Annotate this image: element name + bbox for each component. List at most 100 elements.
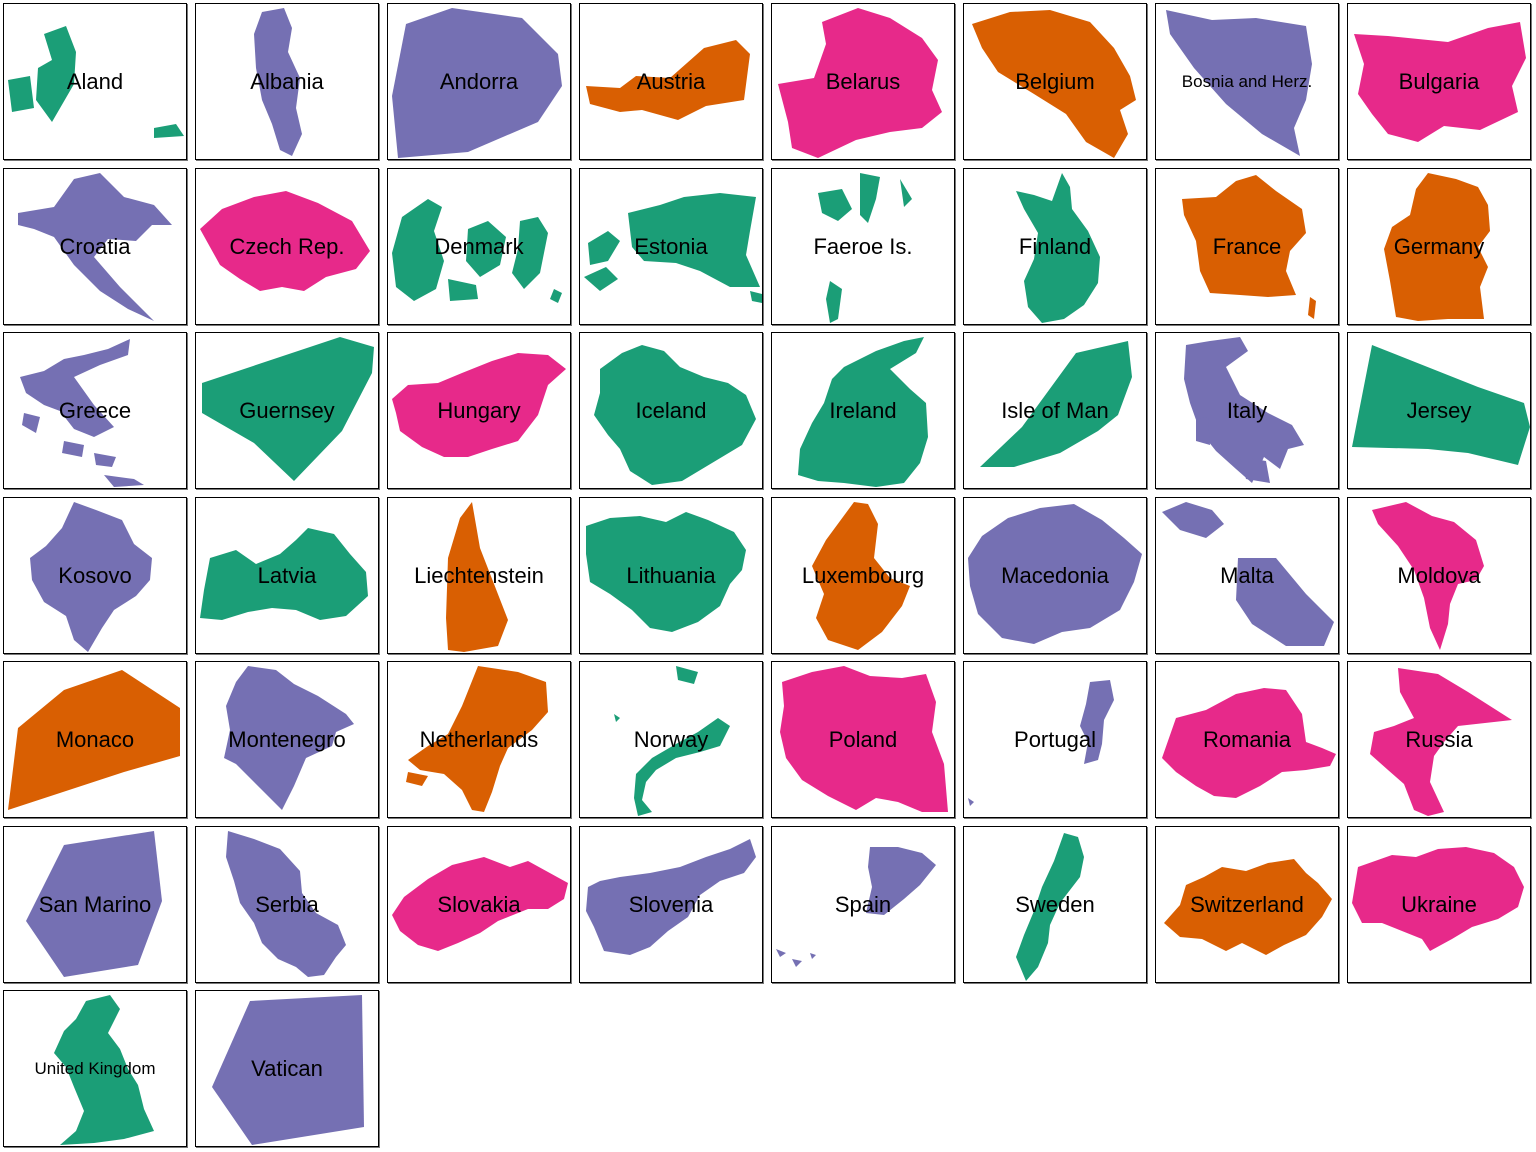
country-outline [212, 995, 364, 1145]
country-shape-norway [614, 666, 730, 816]
country-outline [1164, 859, 1332, 955]
map-tile-france: France [1155, 168, 1339, 325]
country-label: Serbia [255, 891, 319, 917]
country-outline [980, 341, 1132, 467]
map-tile-san-marino: San Marino [3, 826, 187, 983]
map-tile-czech-rep: Czech Rep. [195, 168, 379, 325]
country-shape-serbia [226, 831, 346, 977]
map-tile-kosovo: Kosovo [3, 497, 187, 654]
map-tile-spain: Spain [771, 826, 955, 983]
map-tile-aland: Aland [3, 3, 187, 160]
map-tile-germany: Germany [1347, 168, 1531, 325]
map-tile-ireland: Ireland [771, 332, 955, 489]
country-shape-malta [1162, 502, 1334, 646]
country-shape-monaco [8, 670, 180, 810]
country-label: Lithuania [626, 562, 716, 588]
map-tile-slovenia: Slovenia [579, 826, 763, 983]
country-label: San Marino [38, 891, 152, 917]
country-outline [22, 413, 40, 433]
country-outline [392, 8, 562, 158]
country-shape-poland [780, 666, 948, 812]
country-shape-france [1182, 175, 1316, 319]
map-tile-finland: Finland [963, 168, 1147, 325]
country-outline [810, 953, 816, 959]
country-outline [36, 26, 76, 122]
map-tile-italy: Italy [1155, 332, 1339, 489]
country-outline [408, 666, 548, 812]
country-outline [866, 847, 936, 915]
country-shape-ireland [798, 337, 928, 487]
country-label: Belarus [825, 68, 901, 94]
country-outline [776, 949, 786, 957]
country-shape-slovakia [392, 857, 568, 951]
country-outline [1372, 502, 1484, 650]
country-outline [628, 193, 760, 287]
country-outline [614, 714, 620, 722]
country-shape-luxembourg [812, 502, 910, 650]
map-tile-albania: Albania [195, 3, 379, 160]
country-outline [54, 995, 154, 1145]
country-outline [224, 666, 354, 810]
map-tile-monaco: Monaco [3, 661, 187, 818]
country-outline [466, 221, 506, 277]
country-shape-spain [776, 847, 936, 967]
country-label: Greece [58, 397, 132, 423]
country-label: Guernsey [239, 397, 335, 423]
country-outline [676, 666, 698, 684]
country-outline [448, 279, 478, 301]
country-outline [200, 191, 370, 291]
country-outline [30, 502, 152, 652]
map-tile-estonia: Estonia [579, 168, 763, 325]
map-tile-united-kingdom: United Kingdom [3, 990, 187, 1147]
map-tile-andorra: Andorra [387, 3, 571, 160]
country-label: Bulgaria [1398, 68, 1480, 94]
country-label: Norway [633, 726, 709, 752]
country-outline [1184, 337, 1304, 483]
country-outline [8, 76, 34, 112]
country-label: Croatia [59, 233, 131, 259]
country-shape-croatia [18, 173, 172, 321]
country-shape-san-marino [26, 831, 162, 977]
country-shape-moldova [1372, 502, 1484, 650]
country-shape-bosnia-and-herz [1166, 10, 1312, 156]
country-outline [588, 231, 620, 265]
country-outline [1016, 173, 1100, 323]
country-outline [1354, 22, 1526, 142]
country-outline [968, 504, 1142, 644]
country-shape-kosovo [30, 502, 152, 652]
map-tile-denmark: Denmark [387, 168, 571, 325]
map-tile-isle-of-man: Isle of Man [963, 332, 1147, 489]
country-label: Netherlands [419, 726, 539, 752]
country-label: France [1212, 233, 1282, 259]
country-outline [750, 291, 762, 303]
country-label: Iceland [635, 397, 707, 423]
country-outline [392, 353, 566, 457]
country-outline [1352, 847, 1524, 951]
country-label: Finland [1018, 233, 1092, 259]
country-label: Romania [1202, 726, 1292, 752]
country-shape-germany [1384, 173, 1490, 321]
country-label: Albania [250, 68, 324, 94]
country-outline [254, 8, 302, 156]
country-outline [200, 528, 368, 620]
country-shape-jersey [1352, 345, 1530, 465]
map-tile-luxembourg: Luxembourg [771, 497, 955, 654]
country-outline [1240, 457, 1270, 483]
country-label: Montenegro [228, 726, 346, 752]
map-tile-serbia: Serbia [195, 826, 379, 983]
country-label: Monaco [55, 726, 135, 752]
map-tile-belarus: Belarus [771, 3, 955, 160]
map-tile-croatia: Croatia [3, 168, 187, 325]
country-shape-albania [254, 8, 302, 156]
country-label: Slovakia [437, 891, 521, 917]
country-shape-guernsey [202, 337, 374, 481]
country-label: Jersey [1406, 397, 1472, 423]
map-tile-bulgaria: Bulgaria [1347, 3, 1531, 160]
map-tile-malta: Malta [1155, 497, 1339, 654]
map-tile-slovakia: Slovakia [387, 826, 571, 983]
country-outline [594, 345, 756, 485]
country-outline [406, 772, 428, 786]
country-outline [778, 8, 942, 158]
country-shape-switzerland [1164, 859, 1332, 955]
country-shape-netherlands [406, 666, 548, 812]
